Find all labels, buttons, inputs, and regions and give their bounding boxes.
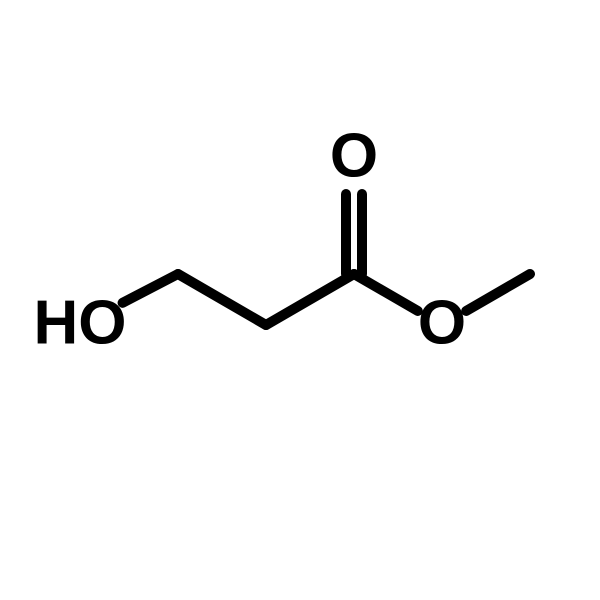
molecule-diagram: HO O O bbox=[0, 0, 600, 600]
bond bbox=[466, 274, 530, 311]
atom-label-oe: O bbox=[418, 288, 466, 357]
bond bbox=[354, 274, 418, 311]
bond bbox=[266, 274, 354, 325]
bond bbox=[178, 274, 266, 325]
atom-label-ho: HO bbox=[34, 288, 127, 357]
bond bbox=[123, 274, 178, 303]
atom-label-od: O bbox=[330, 121, 378, 190]
